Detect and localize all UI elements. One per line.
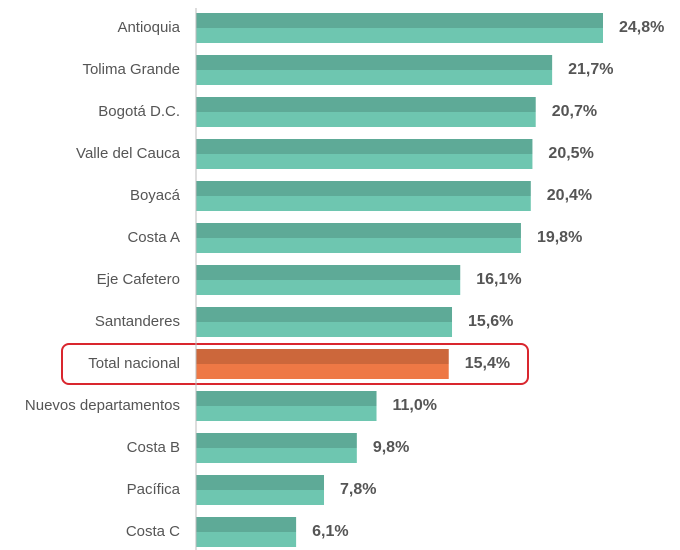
bar-shade	[196, 13, 603, 28]
bar	[196, 391, 377, 421]
category-label: Costa C	[126, 523, 180, 540]
category-label: Bogotá D.C.	[98, 103, 180, 120]
category-label: Antioquia	[117, 19, 180, 36]
value-label: 21,7%	[568, 61, 613, 78]
bar-shade	[196, 223, 521, 238]
bar	[196, 265, 461, 295]
bar-shade	[196, 349, 449, 364]
bar	[196, 517, 297, 547]
value-label: 15,4%	[465, 355, 510, 372]
bar	[196, 97, 536, 127]
bar-shade	[196, 433, 357, 448]
value-label: 20,4%	[547, 187, 592, 204]
category-label: Costa A	[127, 229, 180, 246]
bar	[196, 433, 357, 463]
category-label: Nuevos departamentos	[25, 397, 180, 414]
highlight-box	[61, 343, 529, 385]
bar-shade	[196, 55, 553, 70]
category-label: Santanderes	[95, 313, 180, 330]
value-label: 9,8%	[373, 439, 409, 456]
bar	[196, 55, 553, 85]
value-label: 6,1%	[312, 523, 348, 540]
value-label: 19,8%	[537, 229, 582, 246]
bar	[196, 139, 533, 169]
bar-shade	[196, 517, 297, 532]
bar	[196, 349, 449, 379]
bar-shade	[196, 181, 531, 196]
category-label: Pacífica	[127, 481, 181, 498]
bar-shade	[196, 265, 461, 280]
bar-shade	[196, 139, 533, 154]
bar	[196, 13, 603, 43]
category-label: Tolima Grande	[82, 61, 180, 78]
category-label: Total nacional	[88, 355, 180, 372]
value-label: 20,5%	[548, 145, 593, 162]
bar	[196, 223, 521, 253]
bar-shade	[196, 475, 325, 490]
bar	[196, 475, 325, 505]
value-label: 11,0%	[393, 397, 437, 414]
value-label: 20,7%	[552, 103, 597, 120]
category-label: Boyacá	[130, 187, 181, 204]
value-label: 16,1%	[476, 271, 521, 288]
bar-shade	[196, 307, 453, 322]
category-label: Eje Cafetero	[97, 271, 180, 288]
value-label: 7,8%	[340, 481, 376, 498]
bar-shade	[196, 97, 536, 112]
value-label: 15,6%	[468, 313, 513, 330]
category-label: Valle del Cauca	[76, 145, 181, 162]
category-label: Costa B	[127, 439, 180, 456]
bar-shade	[196, 391, 377, 406]
bar	[196, 307, 453, 337]
bar	[196, 181, 531, 211]
value-label: 24,8%	[619, 19, 664, 36]
